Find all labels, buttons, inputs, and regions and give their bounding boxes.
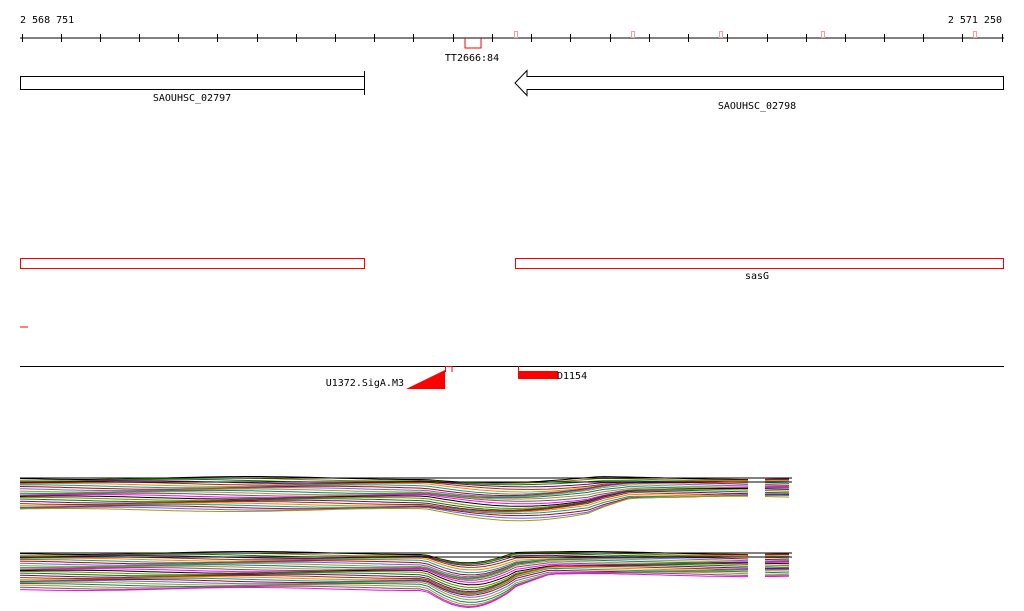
terminator-mark: [973, 31, 977, 38]
region-box: [20, 258, 365, 269]
gene-arrow-reverse: [514, 69, 1004, 97]
promoter-u1372[interactable]: U1372.SigA.M3: [326, 366, 453, 390]
terminator-label: TT2666:84: [445, 53, 499, 64]
feature-label: D1154: [557, 371, 587, 382]
coverage-line: [19, 564, 790, 591]
gene-saouhsc-02797[interactable]: SAOUHSC_02797: [20, 71, 365, 104]
coverage-line: [19, 482, 790, 497]
coverage-line: [19, 571, 790, 606]
terminator-mark: [821, 31, 825, 38]
expression-track-lower: [19, 551, 792, 609]
feature-bar: [518, 371, 558, 379]
coordinate-ruler: 2 568 751 2 571 250: [20, 15, 1004, 42]
gene-label: SAOUHSC_02797: [153, 93, 231, 104]
terminator-mark: [631, 31, 635, 38]
gene-arrow-forward: [20, 76, 365, 90]
region-sasg[interactable]: sasG: [515, 258, 1004, 283]
terminator[interactable]: TT2666:84: [445, 38, 499, 64]
ruler-ticks: [22, 34, 1003, 42]
gene-label: SAOUHSC_02798: [718, 101, 796, 112]
terminator-marks: [514, 31, 977, 38]
ruler-end-label: 2 571 250: [948, 15, 1002, 26]
region-left[interactable]: [20, 258, 365, 269]
promoter-label: U1372.SigA.M3: [326, 378, 404, 389]
ruler-start-label: 2 568 751: [20, 15, 74, 26]
coverage-line: [19, 489, 790, 511]
terminator-icon: [464, 38, 482, 49]
expression-track-upper: [19, 476, 792, 522]
region-label: sasG: [745, 271, 769, 282]
promoter-wedge: [406, 370, 445, 389]
promoter-bracket: [445, 366, 453, 372]
gene-saouhsc-02798[interactable]: SAOUHSC_02798: [514, 69, 1004, 113]
terminator-mark: [514, 31, 518, 38]
coverage-line: [19, 573, 790, 609]
coverage-line: [19, 495, 790, 522]
feature-d1154[interactable]: D1154: [518, 366, 587, 382]
terminator-mark: [719, 31, 723, 38]
region-box: [515, 258, 1004, 269]
